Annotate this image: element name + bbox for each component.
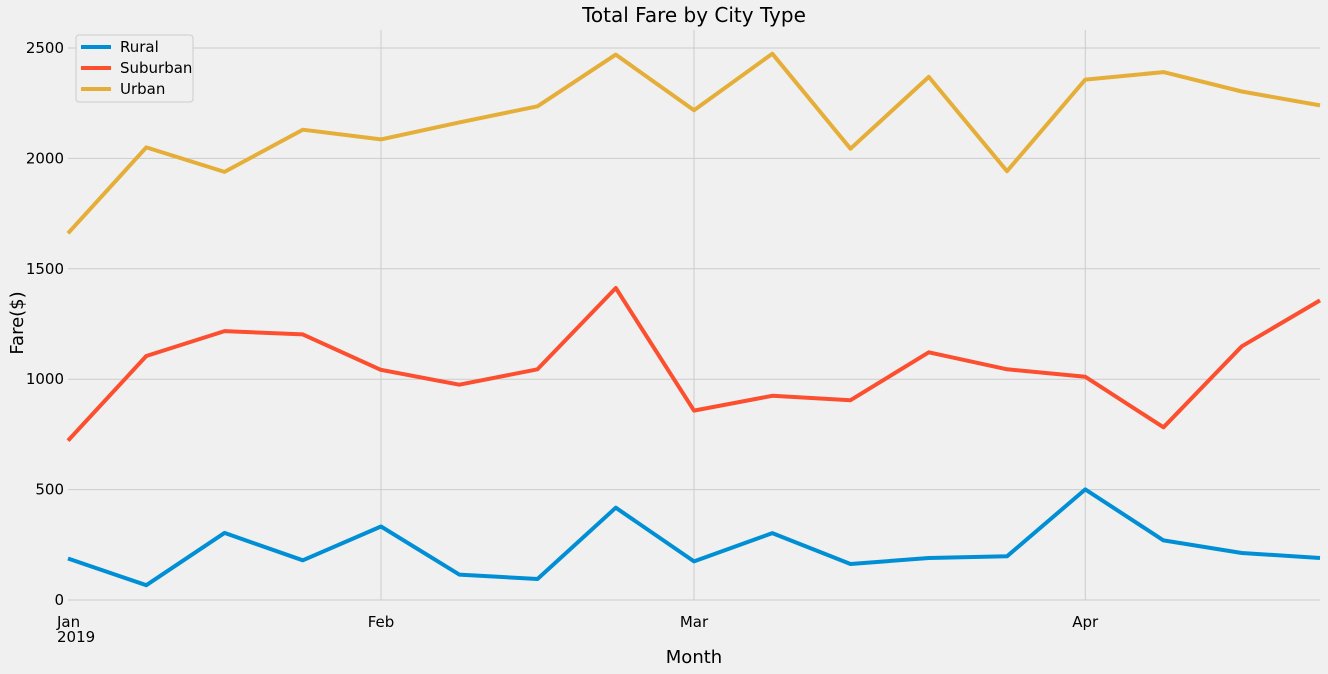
legend-box xyxy=(75,34,194,103)
legend-label-rural: Rural xyxy=(120,38,159,56)
x-tick-label: Feb xyxy=(368,613,395,631)
x-axis-label: Month xyxy=(666,647,722,668)
legend-label-suburban: Suburban xyxy=(120,59,192,77)
y-tick-label: 2000 xyxy=(26,149,64,167)
series-line-suburban xyxy=(66,286,1322,442)
series-lines xyxy=(66,51,1322,588)
y-tick-label: 500 xyxy=(35,481,64,499)
x-tick-label: Mar xyxy=(680,613,709,631)
grid xyxy=(68,30,1320,601)
y-axis-label: Fare($) xyxy=(7,291,28,354)
x-tick-sublabel: 2019 xyxy=(57,628,95,646)
x-tick-label: Jan xyxy=(56,613,80,631)
y-tick-labels: 0 500 1000 1500 2000 2500 xyxy=(26,39,64,609)
legend: Rural Suburban Urban xyxy=(75,34,194,103)
y-tick-label: 2500 xyxy=(26,39,64,57)
y-tick-label: 1000 xyxy=(26,370,64,388)
series-line-urban xyxy=(66,51,1321,235)
y-tick-label: 1500 xyxy=(26,260,64,278)
x-tick-label: Apr xyxy=(1072,613,1099,631)
y-tick-label: 0 xyxy=(54,591,64,609)
legend-label-urban: Urban xyxy=(120,80,165,98)
series-line-rural xyxy=(67,487,1321,588)
chart-title: Total Fare by City Type xyxy=(581,3,806,27)
